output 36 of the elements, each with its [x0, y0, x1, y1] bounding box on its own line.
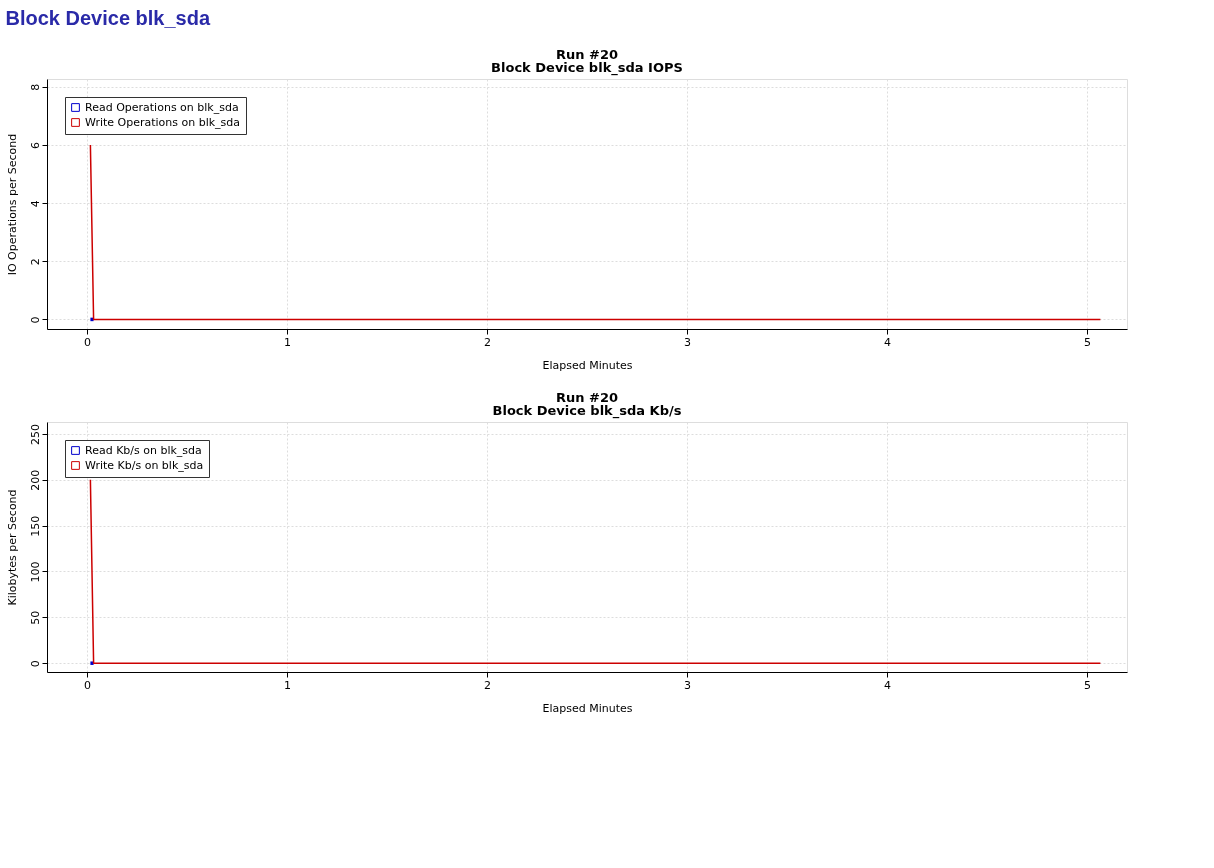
y-tick-label: 4 — [28, 200, 42, 208]
y-tick-label: 0 — [28, 316, 42, 324]
x-tick-label: 3 — [684, 678, 691, 692]
y-tick-label: 6 — [28, 141, 42, 149]
text: Block Device blk_sda — [5, 6, 211, 29]
legend-label: Read Operations on blk_sda — [85, 100, 239, 114]
x-tick-label: 5 — [1084, 678, 1091, 692]
y-axis-title: Kilobytes per Second — [5, 489, 19, 606]
x-axis-title: Elapsed Minutes — [542, 701, 633, 715]
y-tick-label: 0 — [28, 660, 42, 668]
y-tick-label: 50 — [28, 610, 42, 625]
x-tick-label: 2 — [484, 335, 491, 349]
y-tick-label: 8 — [28, 83, 42, 91]
y-tick-label: 100 — [28, 561, 42, 583]
chart-subtitle: Block Device blk_sda Kb/s — [492, 403, 682, 419]
y-tick-label: 150 — [28, 515, 42, 537]
y-axis-title: IO Operations per Second — [5, 133, 19, 276]
x-tick-label: 5 — [1084, 335, 1091, 349]
chart-title: Run #20 — [555, 47, 619, 62]
legend-label: Write Kb/s on blk_sda — [85, 458, 204, 472]
y-tick-label: 250 — [28, 423, 42, 445]
y-tick-label: 2 — [28, 258, 42, 266]
y-tick-label: 200 — [28, 469, 42, 491]
x-tick-label: 2 — [484, 678, 491, 692]
x-tick-label: 4 — [884, 335, 891, 349]
chart-subtitle: Block Device blk_sda IOPS — [491, 60, 683, 76]
x-tick-label: 0 — [84, 335, 91, 349]
chart-title: Run #20 — [555, 390, 619, 405]
x-tick-label: 1 — [284, 678, 291, 692]
x-tick-label: 0 — [84, 678, 91, 692]
x-tick-label: 3 — [684, 335, 691, 349]
legend-label: Read Kb/s on blk_sda — [85, 443, 202, 457]
x-tick-label: 1 — [284, 335, 291, 349]
legend-label: Write Operations on blk_sda — [85, 115, 241, 129]
x-axis-title: Elapsed Minutes — [542, 358, 633, 372]
x-tick-label: 4 — [884, 678, 891, 692]
